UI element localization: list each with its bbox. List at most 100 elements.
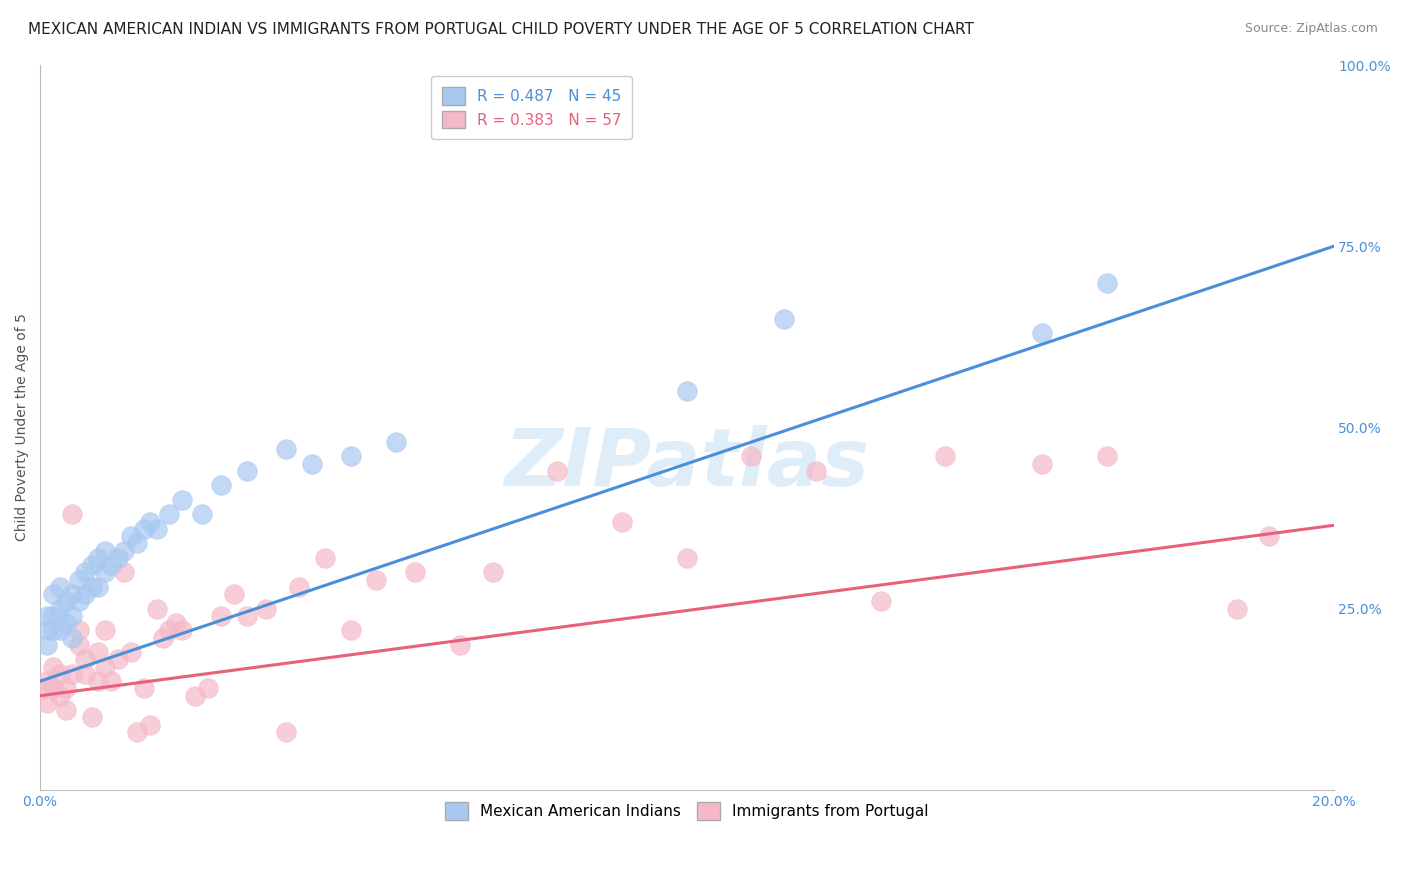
Point (100, 558, 122, 573)
Point (67, 624, 90, 638)
Point (42, 624, 65, 638)
Point (120, 529, 142, 543)
Point (94, 566, 117, 580)
Point (1225, 601, 1247, 615)
Point (274, 725, 297, 739)
Point (675, 384, 697, 399)
Point (94, 543, 117, 558)
Point (55, 681, 77, 696)
Point (165, 616, 187, 631)
Point (450, 638, 472, 652)
Point (740, 450, 762, 464)
Point (87, 645, 110, 659)
Point (675, 551, 697, 566)
Point (42, 681, 65, 696)
Point (94, 624, 117, 638)
Point (314, 551, 336, 566)
Legend: Mexican American Indians, Immigrants from Portugal: Mexican American Indians, Immigrants fro… (439, 796, 935, 826)
Point (132, 681, 155, 696)
Point (112, 566, 135, 580)
Text: ZIPatlas: ZIPatlas (505, 425, 869, 503)
Point (172, 493, 194, 508)
Point (62, 609, 84, 624)
Point (339, 450, 361, 464)
Point (274, 442, 297, 457)
Point (55, 594, 77, 608)
Point (62, 667, 84, 681)
Point (610, 515, 633, 529)
Y-axis label: Child Poverty Under the Age of 5: Child Poverty Under the Age of 5 (15, 314, 30, 541)
Point (55, 703, 77, 717)
Point (67, 638, 90, 652)
Point (224, 587, 246, 601)
Point (145, 522, 167, 536)
Point (80, 710, 103, 724)
Point (152, 631, 174, 645)
Point (62, 587, 84, 601)
Point (35, 609, 58, 624)
Point (107, 652, 129, 666)
Point (42, 609, 65, 624)
Point (67, 573, 90, 587)
Point (209, 609, 232, 624)
Point (48, 689, 70, 703)
Point (385, 435, 408, 450)
Point (127, 536, 149, 550)
Point (100, 674, 122, 689)
Point (132, 522, 155, 536)
Point (35, 624, 58, 638)
Point (1031, 326, 1053, 341)
Point (35, 696, 58, 710)
Point (804, 464, 827, 478)
Point (159, 508, 181, 522)
Point (127, 725, 149, 739)
Point (481, 566, 503, 580)
Point (139, 717, 162, 731)
Point (209, 478, 232, 492)
Point (191, 508, 214, 522)
Text: MEXICAN AMERICAN INDIAN VS IMMIGRANTS FROM PORTUGAL CHILD POVERTY UNDER THE AGE : MEXICAN AMERICAN INDIAN VS IMMIGRANTS FR… (28, 22, 974, 37)
Point (404, 566, 426, 580)
Point (120, 645, 142, 659)
Point (48, 601, 70, 615)
Point (1095, 450, 1118, 464)
Point (112, 543, 135, 558)
Point (42, 587, 65, 601)
Point (934, 450, 956, 464)
Point (80, 580, 103, 594)
Point (48, 580, 70, 594)
Point (172, 624, 194, 638)
Point (107, 551, 129, 566)
Point (35, 638, 58, 652)
Point (35, 674, 58, 689)
Point (159, 624, 181, 638)
Point (197, 681, 219, 696)
Point (48, 667, 70, 681)
Point (67, 594, 90, 608)
Point (869, 594, 891, 608)
Point (87, 674, 110, 689)
Point (75, 566, 97, 580)
Point (546, 464, 568, 478)
Point (87, 580, 110, 594)
Point (301, 457, 323, 471)
Point (366, 573, 388, 587)
Point (62, 508, 84, 522)
Point (288, 580, 311, 594)
Point (1095, 276, 1118, 290)
Point (55, 616, 77, 631)
Text: Source: ZipAtlas.com: Source: ZipAtlas.com (1244, 22, 1378, 36)
Point (256, 601, 278, 615)
Point (75, 652, 97, 666)
Point (62, 631, 84, 645)
Point (236, 464, 259, 478)
Point (145, 601, 167, 615)
Point (184, 689, 207, 703)
Point (772, 311, 794, 326)
Point (42, 659, 65, 673)
Point (87, 551, 110, 566)
Point (80, 558, 103, 573)
Point (236, 609, 259, 624)
Point (139, 515, 162, 529)
Point (48, 624, 70, 638)
